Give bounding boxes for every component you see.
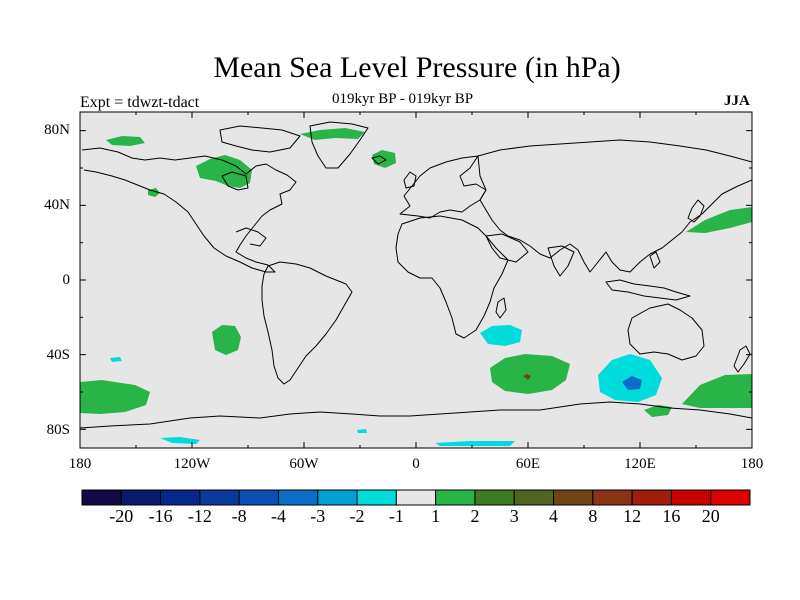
colorbar-swatch [670, 489, 712, 506]
colorbar-swatch [238, 489, 279, 506]
colorbar-swatch [513, 489, 555, 506]
colorbar-label: 4 [549, 506, 559, 526]
anomaly-canada [196, 155, 252, 188]
x-tick-label: 0 [412, 456, 420, 472]
colorbar-swatch [277, 489, 319, 506]
coastline-britain [403, 171, 417, 189]
coastline-greenland [309, 121, 369, 169]
colorbar-label: 3 [509, 506, 519, 526]
y-tick-label: 0 [62, 272, 71, 288]
colorbar-label: -3 [310, 506, 326, 526]
colorbar-label: 8 [588, 506, 598, 526]
anomaly-south-indian [490, 354, 570, 394]
colorbar-label: 20 [701, 506, 720, 526]
colorbar-swatch [81, 489, 122, 506]
colorbar-swatch [199, 489, 240, 506]
anomaly-south-pacific-180 [80, 380, 150, 414]
coastline-hudson-bay [221, 171, 249, 191]
plot-title: Mean Sea Level Pressure (in hPa) [213, 51, 621, 84]
coastline-australia [627, 303, 705, 361]
colorbar-swatch [474, 489, 515, 506]
y-tick-label: 40N [44, 197, 70, 213]
anomaly-ross-sea [160, 437, 200, 444]
x-tick-label: 120W [173, 456, 211, 472]
map-background [80, 112, 752, 448]
colorbar-label: -2 [349, 506, 365, 526]
anomaly-madagascar [480, 325, 522, 346]
coastline-south-america [261, 261, 353, 385]
x-tick-label: 60E [515, 456, 541, 472]
x-tick-label: 180 [740, 456, 764, 472]
colorbar-label: -12 [187, 506, 212, 526]
colorbar-swatch [592, 489, 633, 506]
coastline-philippines [649, 251, 661, 269]
anomaly-tasman [682, 374, 752, 408]
anomaly-north-atlantic [300, 128, 365, 140]
colorbar-swatch [435, 489, 476, 506]
coastline-india [547, 245, 575, 277]
x-tick-label: 120E [624, 456, 656, 472]
anomaly-south-indian-negative-core [622, 376, 642, 390]
colorbar-label: 12 [623, 506, 642, 526]
anomaly-southeast-pacific [212, 325, 241, 355]
colorbar-swatch [120, 489, 162, 506]
anomaly-antarctic-pacific [644, 405, 672, 417]
anomaly-contours [80, 128, 752, 446]
x-tick-label: 180 [68, 456, 92, 472]
anomaly-south-indian-core [523, 374, 531, 380]
coastline-new-zealand [733, 345, 751, 373]
anomaly-antarctic-atlantic [357, 429, 367, 433]
colorbar-label: 1 [431, 506, 441, 526]
colorbar-label: -1 [388, 506, 404, 526]
coastline-antarctica [80, 401, 752, 429]
anomaly-northwest-pacific [686, 207, 752, 233]
experiment-label: Expt = tdwzt-tdact [80, 94, 200, 111]
colorbar-label: -4 [270, 506, 286, 526]
colorbar-swatch [710, 489, 751, 506]
time-period-label: 019kyr BP - 019kyr BP [332, 91, 474, 107]
coastlines [80, 121, 752, 429]
colorbar-label: -20 [109, 506, 134, 526]
coastline-japan [687, 199, 705, 223]
coastline-europe [399, 155, 487, 219]
colorbar [81, 489, 751, 506]
coastline-asia [477, 139, 752, 273]
y-tick-label: 80N [44, 122, 70, 138]
coastline-indonesia [605, 279, 691, 301]
coastline-iceland [371, 155, 387, 165]
coastline-gulf-of-mexico [235, 227, 267, 247]
coastline-madagascar [495, 297, 507, 319]
y-tick-label: 40S [46, 347, 70, 363]
coastline-arabia [485, 233, 529, 263]
anomaly-weddell [435, 441, 515, 446]
y-tick-label: 80S [46, 422, 70, 438]
season-label: JJA [724, 93, 750, 109]
x-tick-label: 60W [289, 456, 319, 472]
coastline-africa [395, 215, 509, 339]
colorbar-swatch [631, 489, 672, 506]
colorbar-swatch [553, 489, 594, 506]
colorbar-label: -8 [231, 506, 247, 526]
coastline-north-america [81, 147, 297, 273]
colorbar-swatch [356, 489, 397, 506]
anomaly-arctic-pacific [106, 136, 145, 146]
colorbar-swatch [395, 489, 437, 506]
colorbar-swatch [317, 489, 358, 506]
coastline-arctic-archipelago [219, 125, 301, 153]
anomaly-southwest-pacific-negative [110, 357, 122, 362]
axis-ticks [79, 112, 753, 448]
colorbar-label: 16 [662, 506, 681, 526]
colorbar-label: 2 [470, 506, 480, 526]
colorbar-swatch [160, 489, 201, 506]
colorbar-label: -16 [148, 506, 173, 526]
